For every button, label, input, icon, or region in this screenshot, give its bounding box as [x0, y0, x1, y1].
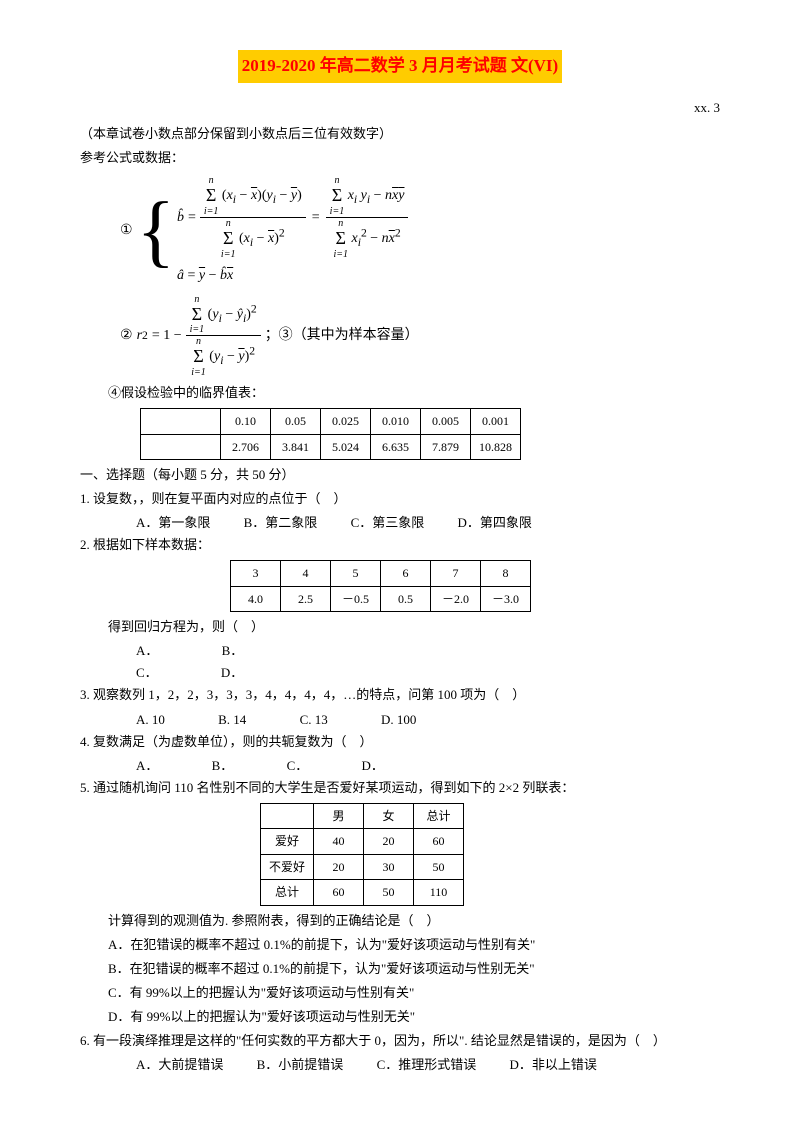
table-cell: 6 — [381, 561, 431, 586]
table-cell: 50 — [364, 880, 414, 905]
table-cell: 10.828 — [471, 434, 521, 459]
table-cell: －0.5 — [331, 586, 381, 611]
q2-opt-c: C． — [136, 662, 158, 684]
q2-sample-table: 3 4 5 6 7 8 4.0 2.5 －0.5 0.5 －2.0 －3.0 — [230, 560, 531, 612]
table-cell: 60 — [314, 880, 364, 905]
table-cell: 7 — [431, 561, 481, 586]
table-cell: －3.0 — [481, 586, 531, 611]
table-cell — [261, 803, 314, 828]
table-cell: 20 — [314, 854, 364, 879]
table-cell — [141, 434, 221, 459]
q5-opt-c: C．有 99%以上的把握认为"爱好该项运动与性别有关" — [80, 982, 720, 1004]
q5-opt-b: B．在犯错误的概率不超过 0.1%的前提下，认为"爱好该项运动与性别无关" — [80, 958, 720, 980]
circled-3-text: ；③（其中为样本容量） — [265, 324, 419, 348]
table-cell: 4 — [281, 561, 331, 586]
q1-opt-b: B．第二象限 — [244, 512, 318, 534]
q2-opt-d: D． — [221, 662, 243, 684]
ref-formula-label: 参考公式或数据： — [80, 147, 720, 169]
circled-1: ① — [120, 219, 133, 243]
table-cell: 0.025 — [321, 409, 371, 434]
formula-1: ① { b̂ = nΣi=1 (xi − x)(yi − y) nΣi=1 (x… — [120, 175, 720, 287]
table-cell: 不爱好 — [261, 854, 314, 879]
q5-contingency-table: 男 女 总计 爱好 40 20 60 不爱好 20 30 50 总计 60 50… — [260, 803, 464, 906]
q1-opt-c: C．第三象限 — [351, 512, 425, 534]
q6-options: A．大前提错误 B．小前提错误 C．推理形式错误 D．非以上错误 — [80, 1054, 720, 1076]
q1-text: 1. 设复数，，则在复平面内对应的点位于（ ） — [80, 488, 720, 510]
q4-text: 4. 复数满足（为虚数单位），则的共轭复数为（ ） — [80, 731, 720, 753]
table-cell: 4.0 — [231, 586, 281, 611]
table-cell: 5.024 — [321, 434, 371, 459]
q6-text: 6. 有一段演绎推理是这样的"任何实数的平方都大于 0，因为，所以". 结论显然… — [80, 1030, 720, 1052]
q4-options: A． B． C． D． — [80, 755, 720, 777]
q1-opt-d: D．第四象限 — [457, 512, 531, 534]
table-cell: 8 — [481, 561, 531, 586]
q4-opt-c: C． — [287, 755, 309, 777]
q3-options: A. 10 B. 14 C. 13 D. 100 — [80, 709, 720, 731]
q1-options: A．第一象限 B．第二象限 C．第三象限 D．第四象限 — [80, 512, 720, 534]
q5-text2: 计算得到的观测值为. 参照附表，得到的正确结论是（ ） — [80, 910, 720, 932]
table-cell: 6.635 — [371, 434, 421, 459]
table-cell: 爱好 — [261, 829, 314, 854]
q5-opt-a: A．在犯错误的概率不超过 0.1%的前提下，认为"爱好该项运动与性别有关" — [80, 934, 720, 956]
table-cell: －2.0 — [431, 586, 481, 611]
q3-opt-b: B. 14 — [218, 709, 246, 731]
q6-opt-d: D．非以上错误 — [509, 1054, 596, 1076]
intro-note: （本章试卷小数点部分保留到小数点后三位有效数字） — [80, 123, 720, 145]
q5-text: 5. 通过随机询问 110 名性别不同的大学生是否爱好某项运动，得到如下的 2×… — [80, 777, 720, 799]
table-cell: 7.879 — [421, 434, 471, 459]
table-cell: 2.706 — [221, 434, 271, 459]
table-cell: 40 — [314, 829, 364, 854]
table-cell: 110 — [414, 880, 464, 905]
date-label: xx. 3 — [80, 97, 720, 119]
page-title: 2019-2020 年高二数学 3 月月考试题 文(VI) — [238, 50, 562, 83]
table-cell: 20 — [364, 829, 414, 854]
table-cell — [141, 409, 221, 434]
circled-2: ② — [120, 324, 133, 348]
q6-opt-a: A．大前提错误 — [136, 1054, 223, 1076]
formula-2: ② r2 = 1 − nΣi=1 (yi − ŷi)2 nΣi=1 (yi − … — [120, 294, 720, 379]
q1-opt-a: A．第一象限 — [136, 512, 210, 534]
table-cell: 0.05 — [271, 409, 321, 434]
table4-label: ④假设检验中的临界值表： — [80, 382, 720, 404]
table-cell: 0.010 — [371, 409, 421, 434]
q2-opt-a: A． — [136, 640, 158, 662]
table-cell: 女 — [364, 803, 414, 828]
critical-value-table: 0.10 0.05 0.025 0.010 0.005 0.001 2.706 … — [140, 408, 521, 460]
q2-text2: 得到回归方程为，则（ ） — [80, 616, 720, 638]
table-cell: 5 — [331, 561, 381, 586]
section-1-heading: 一、选择题（每小题 5 分，共 50 分） — [80, 464, 720, 486]
q2-options: A． B． C． D． — [80, 640, 720, 684]
q2-text: 2. 根据如下样本数据： — [80, 534, 720, 556]
table-cell: 3.841 — [271, 434, 321, 459]
table-cell: 总计 — [261, 880, 314, 905]
table-cell: 60 — [414, 829, 464, 854]
q3-opt-a: A. 10 — [136, 709, 165, 731]
q4-opt-a: A． — [136, 755, 158, 777]
q6-opt-b: B．小前提错误 — [257, 1054, 344, 1076]
table-cell: 2.5 — [281, 586, 331, 611]
table-cell: 0.001 — [471, 409, 521, 434]
table-cell: 总计 — [414, 803, 464, 828]
q4-opt-b: B． — [212, 755, 234, 777]
q2-opt-b: B． — [222, 640, 244, 662]
table-cell: 50 — [414, 854, 464, 879]
q6-opt-c: C．推理形式错误 — [377, 1054, 477, 1076]
q4-opt-d: D． — [361, 755, 383, 777]
table-cell: 30 — [364, 854, 414, 879]
q5-opt-d: D．有 99%以上的把握认为"爱好该项运动与性别无关" — [80, 1006, 720, 1028]
table-cell: 3 — [231, 561, 281, 586]
table-cell: 男 — [314, 803, 364, 828]
q3-opt-c: C. 13 — [300, 709, 328, 731]
table-cell: 0.5 — [381, 586, 431, 611]
title-wrapper: 2019-2020 年高二数学 3 月月考试题 文(VI) — [80, 50, 720, 91]
q3-text: 3. 观察数列 1，2，2，3，3，3，4，4，4，4，…的特点，问第 100 … — [80, 684, 720, 706]
q3-opt-d: D. 100 — [381, 709, 416, 731]
table-cell: 0.005 — [421, 409, 471, 434]
table-cell: 0.10 — [221, 409, 271, 434]
